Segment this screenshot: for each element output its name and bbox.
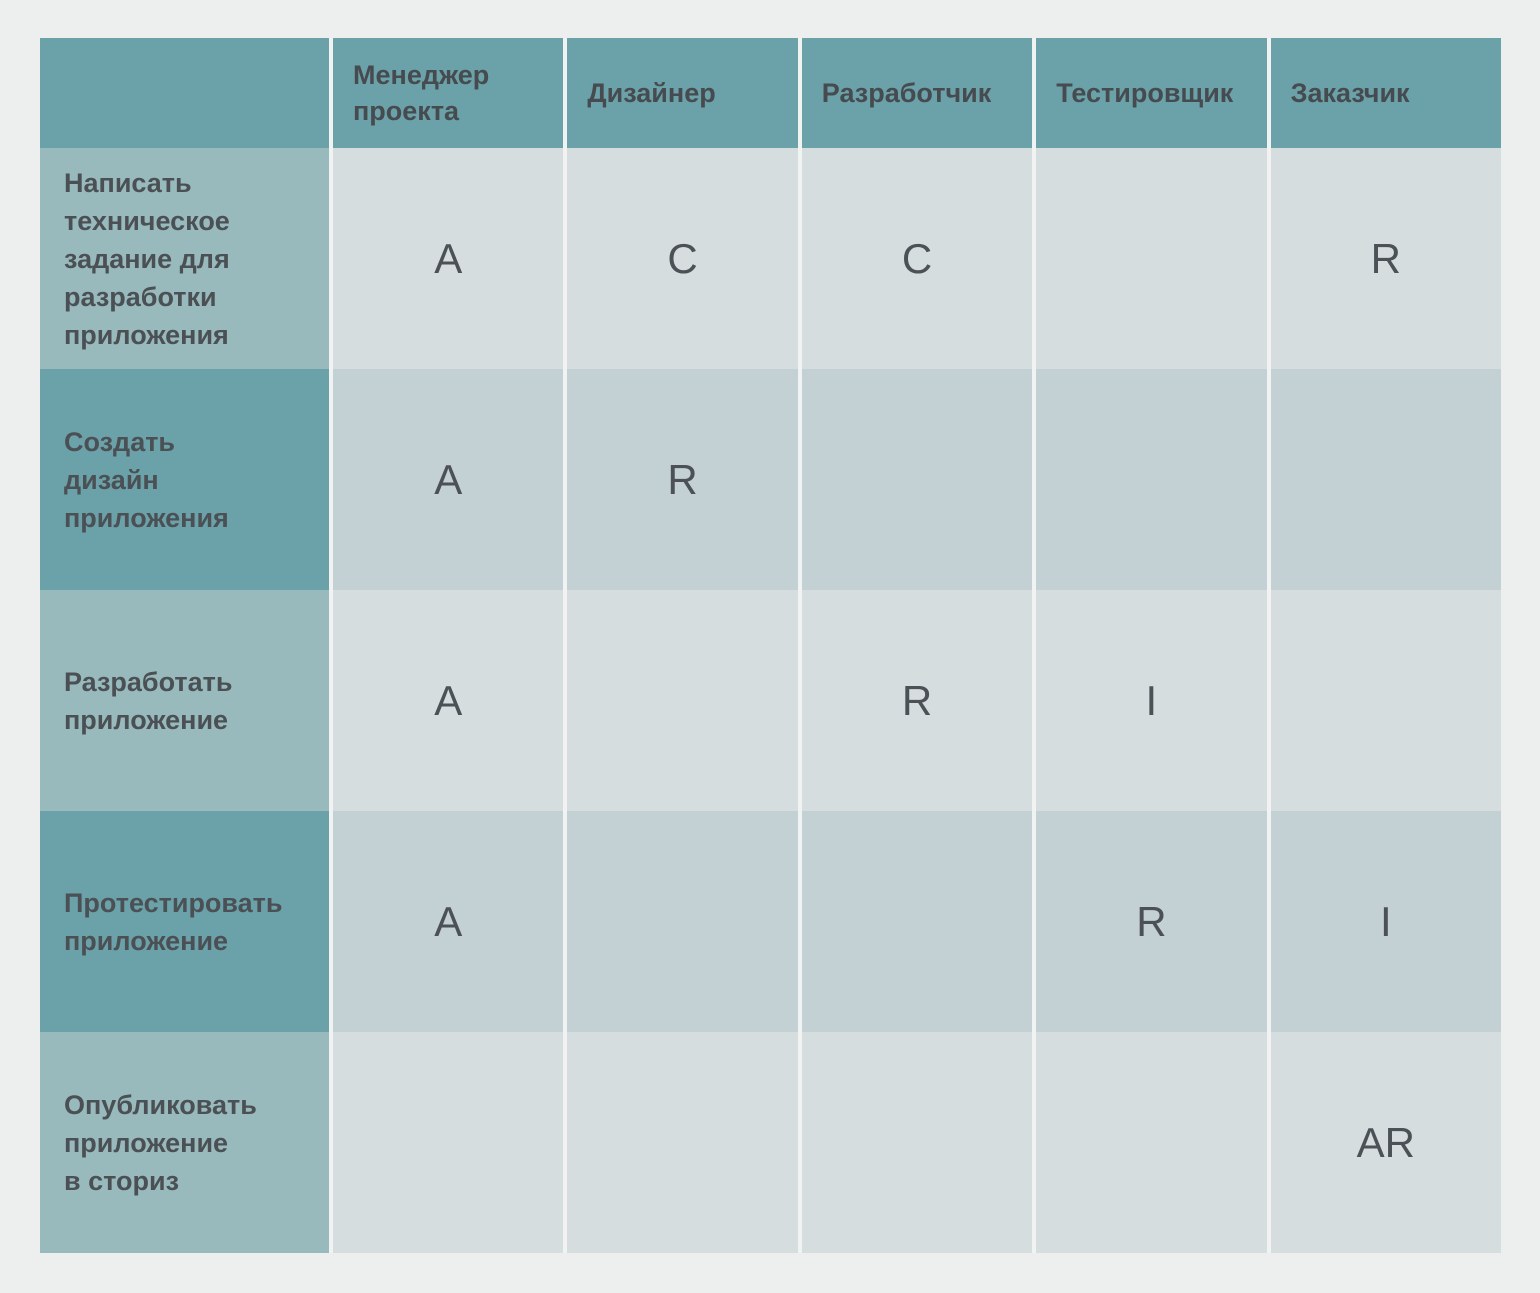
raci-cell: R [801, 590, 1033, 811]
column-header-designer: Дизайнер [567, 38, 798, 148]
raci-cell: C [801, 148, 1033, 369]
raci-cell [1036, 148, 1267, 369]
row-label-publish-app: Опубликовать приложение в сториз [40, 1032, 329, 1253]
header-corner-cell [40, 38, 329, 148]
raci-cell: A [333, 590, 564, 811]
raci-cell: A [333, 811, 564, 1032]
raci-cell: C [567, 148, 798, 369]
raci-cell: R [1270, 148, 1501, 369]
raci-cell [1036, 1032, 1267, 1253]
raci-cell [801, 1032, 1033, 1253]
raci-cell: I [1270, 811, 1501, 1032]
raci-cell [567, 811, 798, 1032]
column-header-project-manager: Менеджер проекта [333, 38, 564, 148]
raci-cell [567, 1032, 798, 1253]
raci-matrix-table: Менеджер проекта Дизайнер Разработчик Те… [40, 38, 1501, 1253]
raci-cell: A [333, 369, 564, 590]
raci-cell: A [333, 148, 564, 369]
raci-cell [1270, 369, 1501, 590]
row-label-create-design: Создать дизайн приложения [40, 369, 329, 590]
raci-cell [567, 590, 798, 811]
raci-cell [1270, 590, 1501, 811]
row-label-test-app: Протестировать приложение [40, 811, 329, 1032]
column-header-customer: Заказчик [1270, 38, 1501, 148]
raci-cell [801, 369, 1033, 590]
raci-cell [801, 811, 1033, 1032]
raci-cell: R [567, 369, 798, 590]
raci-cell: AR [1270, 1032, 1501, 1253]
row-label-develop-app: Разработать приложение [40, 590, 329, 811]
column-header-developer: Разработчик [801, 38, 1033, 148]
raci-cell [1036, 369, 1267, 590]
row-label-write-spec: Написать техническое задание для разрабо… [40, 148, 329, 369]
column-header-tester: Тестировщик [1036, 38, 1267, 148]
raci-cell: I [1036, 590, 1267, 811]
raci-cell [333, 1032, 564, 1253]
raci-cell: R [1036, 811, 1267, 1032]
